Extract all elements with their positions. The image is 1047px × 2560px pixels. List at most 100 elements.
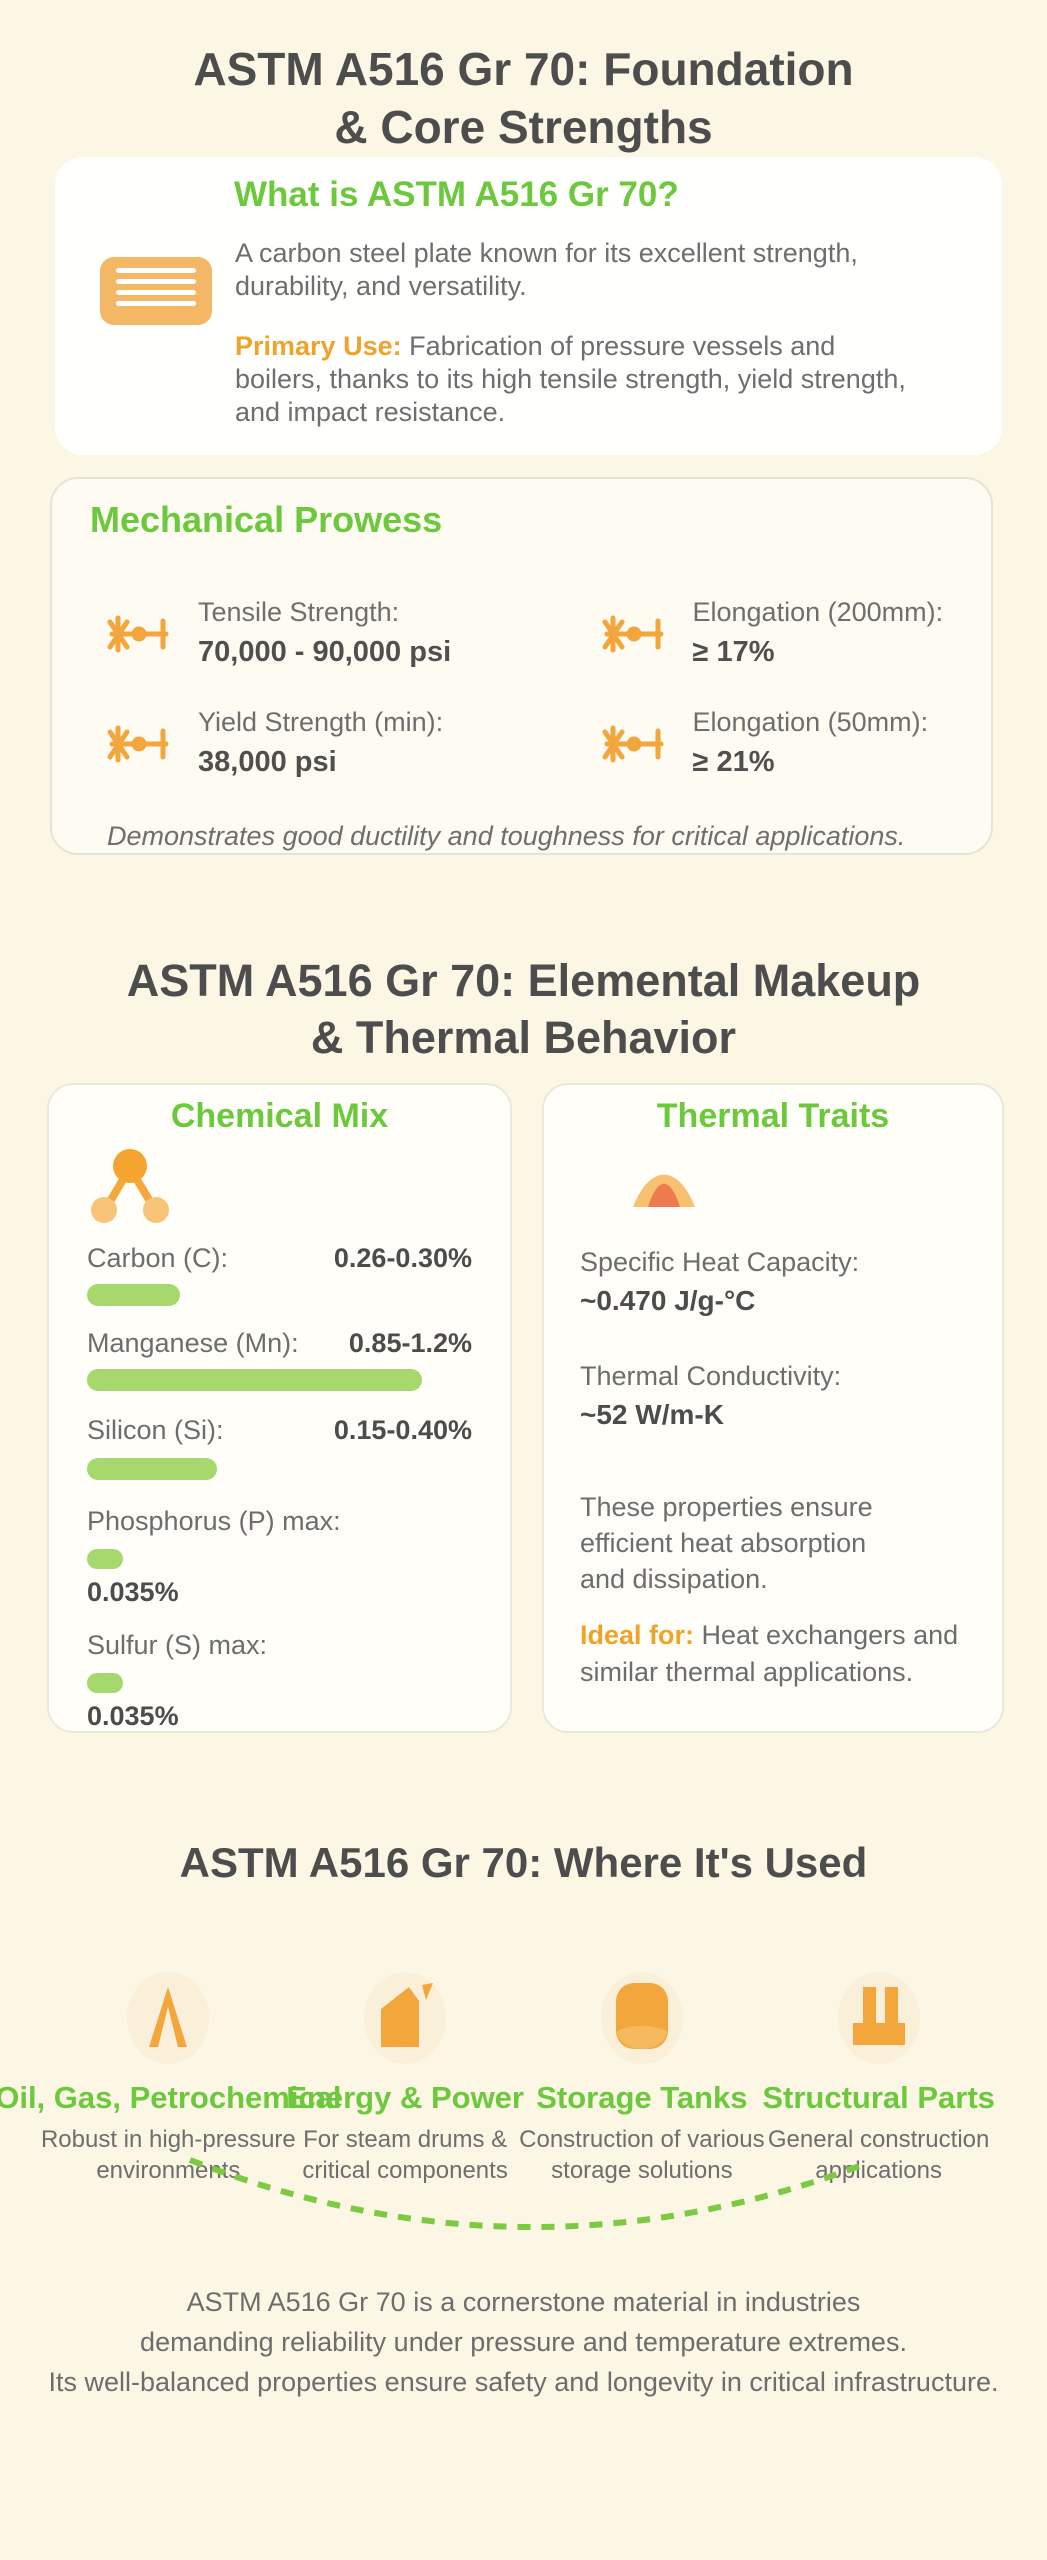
stat-text: Elongation (200mm): ≥ 17%: [693, 597, 944, 669]
application-label: Storage Tanks: [536, 2080, 748, 2115]
description-line: Robust in high-pressure: [40, 2126, 296, 2153]
element-value: 0.15-0.40%: [333, 1415, 472, 1445]
icon-background-ellipse: [364, 1972, 447, 2064]
primary-use-label: Primary Use:: [235, 331, 402, 361]
chemical-mix-card: Chemical Mix Carbon (C): 0.26-0.30% Mang…: [47, 1083, 512, 1733]
intro-heading: What is ASTM A516 Gr 70?: [234, 175, 679, 214]
element-bar-manganese: [87, 1369, 422, 1391]
intro-text-block: A carbon steel plate known for its excel…: [235, 237, 915, 429]
molecule-icon: [89, 1148, 472, 1231]
title-line: & Core Strengths: [334, 101, 713, 153]
icon-background-ellipse: [600, 1972, 683, 2064]
stat-elongation-50: Elongation (50mm): ≥ 21%: [549, 707, 992, 779]
caliper-icon: [106, 721, 172, 779]
icon-background-ellipse: [127, 1972, 210, 2064]
stat-label: Tensile Strength:: [198, 597, 400, 627]
footer-line: demanding reliability under pressure and…: [140, 2327, 907, 2357]
application-storage-tanks: Storage Tanks Construction of various st…: [519, 1958, 765, 2186]
page-title-foundation: ASTM A516 Gr 70: Foundation & Core Stren…: [0, 40, 1047, 156]
heat-flame-icon: [630, 1162, 966, 1213]
application-description: Robust in high-pressure environments: [41, 2124, 296, 2186]
thermal-value: ~52 W/m-K: [580, 1399, 724, 1430]
application-energy-power: Energy & Power For steam drums & critica…: [286, 1958, 524, 2186]
chemical-heading: Chemical Mix: [170, 1097, 389, 1135]
application-description: General construction applications: [768, 2124, 989, 2186]
application-description: For steam drums & critical components: [302, 2124, 507, 2186]
element-label-sulfur: Sulfur (S) max:: [87, 1630, 268, 1660]
description-line: storage solutions: [551, 2157, 733, 2184]
caliper-icon: [601, 611, 667, 669]
element-row-silicon: Silicon (Si): 0.15-0.40%: [87, 1415, 472, 1446]
dashed-connector-arc: [188, 2157, 867, 2230]
description-line: General construction: [767, 2126, 990, 2153]
stat-tensile-strength: Tensile Strength: 70,000 - 90,000 psi: [106, 597, 549, 669]
thermal-note: These properties ensure efficient heat a…: [580, 1492, 873, 1594]
footer-summary: ASTM A516 Gr 70 is a cornerstone materia…: [0, 2282, 1047, 2402]
element-bar-silicon: [87, 1458, 217, 1480]
applications-row: Oil, Gas, Petrochemical Robust in high-p…: [0, 1958, 1047, 2186]
caliper-icon: [106, 611, 172, 669]
element-label: Carbon (C):: [87, 1243, 229, 1273]
thermal-value: ~0.470 J/g-°C: [580, 1285, 756, 1316]
steel-plate-icon: [100, 257, 212, 429]
description-line: applications: [815, 2157, 942, 2184]
stat-value: 70,000 - 90,000 psi: [198, 636, 452, 668]
stat-value: ≥ 21%: [692, 746, 775, 778]
element-value-phosphorus: 0.035%: [87, 1577, 179, 1607]
page-title-elemental: ASTM A516 Gr 70: Elemental Makeup & Ther…: [0, 952, 1047, 1066]
title-line: & Thermal Behavior: [310, 1012, 737, 1063]
caliper-icon: [601, 721, 667, 779]
footer-line: ASTM A516 Gr 70 is a cornerstone materia…: [186, 2287, 861, 2317]
element-label-phosphorus: Phosphorus (P) max:: [87, 1506, 341, 1536]
element-bar-sulfur: [87, 1673, 123, 1693]
application-label: Oil, Gas, Petrochemical: [0, 2080, 342, 2115]
thermal-ideal-for: Ideal for: Heat exchangers and similar t…: [580, 1617, 960, 1691]
structure-icon: [849, 1985, 909, 2052]
intro-content-row: A carbon steel plate known for its excel…: [100, 237, 1002, 429]
page-title-usage: ASTM A516 Gr 70: Where It's Used: [179, 1839, 868, 1886]
oil-derrick-icon: [141, 1983, 195, 2054]
mechanical-stats-grid: Tensile Strength: 70,000 - 90,000 psi: [106, 597, 991, 779]
ideal-for-label: Ideal for:: [580, 1620, 695, 1650]
stat-label: Yield Strength (min):: [198, 707, 444, 737]
ideal-for-text: Heat exchangers and similar thermal appl…: [580, 1620, 959, 1687]
application-description: Construction of various storage solution…: [519, 2124, 764, 2186]
footer-line: Its well-balanced properties ensure safe…: [48, 2367, 999, 2397]
element-bar-phosphorus: [87, 1549, 123, 1569]
intro-primary-use: Primary Use: Fabrication of pressure ves…: [235, 330, 915, 429]
description-line: Construction of various: [519, 2126, 765, 2153]
description-line: For steam drums &: [303, 2126, 508, 2153]
thermal-heading: Thermal Traits: [656, 1097, 890, 1135]
application-oil-gas: Oil, Gas, Petrochemical Robust in high-p…: [0, 1958, 342, 2186]
application-structural-parts: Structural Parts General construction ap…: [760, 1958, 997, 2186]
title-line: ASTM A516 Gr 70: Foundation: [193, 43, 854, 95]
title-line: ASTM A516 Gr 70: Elemental Makeup: [126, 955, 921, 1006]
stat-text: Elongation (50mm): ≥ 21%: [693, 707, 929, 779]
storage-tank-icon: [615, 1982, 668, 2054]
mechanical-card: Mechanical Prowess Tensile Strength: 70,…: [50, 477, 993, 855]
element-value-sulfur: 0.035%: [87, 1701, 179, 1731]
description-line: critical components: [302, 2157, 508, 2184]
stat-label: Elongation (200mm):: [692, 597, 944, 627]
thermal-label: Thermal Conductivity:: [580, 1361, 842, 1391]
element-row-manganese: Manganese (Mn): 0.85-1.2%: [87, 1328, 472, 1359]
element-label: Silicon (Si):: [87, 1415, 224, 1445]
intro-description: A carbon steel plate known for its excel…: [235, 238, 858, 301]
element-row-carbon: Carbon (C): 0.26-0.30%: [87, 1243, 472, 1274]
power-plant-icon: [375, 1982, 435, 2054]
stat-value: ≥ 17%: [692, 636, 775, 668]
intro-card: What is ASTM A516 Gr 70? A carbon steel …: [55, 157, 1002, 455]
stat-text: Yield Strength (min): 38,000 psi: [198, 707, 443, 779]
stat-text: Tensile Strength: 70,000 - 90,000 psi: [198, 597, 451, 669]
stat-label: Elongation (50mm):: [692, 707, 929, 737]
application-label: Structural Parts: [762, 2080, 995, 2115]
element-value: 0.85-1.2%: [348, 1328, 472, 1358]
stat-elongation-200: Elongation (200mm): ≥ 17%: [549, 597, 992, 669]
mechanical-note: Demonstrates good ductility and toughnes…: [107, 821, 906, 851]
mechanical-heading: Mechanical Prowess: [90, 499, 443, 540]
thermal-prop-conductivity: Thermal Conductivity: ~52 W/m-K: [580, 1361, 966, 1431]
element-value: 0.26-0.30%: [333, 1243, 472, 1273]
element-label: Manganese (Mn):: [87, 1328, 299, 1358]
thermal-traits-card: Thermal Traits Specific Heat Capacity: ~…: [542, 1083, 1004, 1733]
